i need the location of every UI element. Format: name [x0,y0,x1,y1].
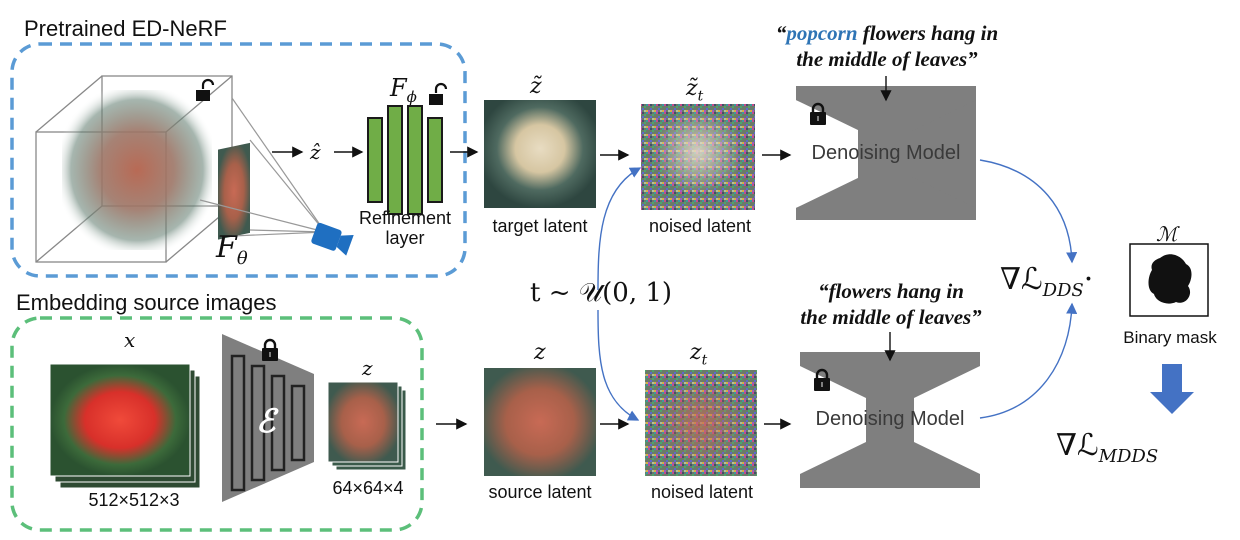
source-image-stack [49,363,201,489]
refinement-label: Refinement layer [358,208,452,248]
binary-mask-label: Binary mask [1123,328,1217,347]
denoising-model-top-label: Denoising Model [811,142,961,164]
binary-mask-shape [1148,254,1192,304]
z-source-label: z [534,340,546,365]
dds-loss-label: ∇ℒDDS· [1000,262,1094,301]
embed-section-title: Embedding source images [16,290,277,315]
latent-z-stack [327,381,407,471]
unlock-icon-refine [429,82,448,105]
camera-icon [311,222,354,256]
z-dims-label: 64×64×4 [332,478,404,498]
refinement-layer [367,105,443,215]
z-hat-label: ẑ [310,140,321,164]
f-phi-label: Fϕ [390,74,417,106]
x-dims-label: 512×512×3 [88,490,180,510]
x-label: x [124,328,136,352]
denoising-model-bottom-label: Denoising Model [815,408,965,430]
f-theta-label: Fθ [216,230,248,269]
nerf-blur-scene [62,90,212,250]
lock-icon-top [810,102,826,125]
mdds-loss-label: ∇ℒMDDS [1056,428,1159,467]
z-tilde-label: z̃ [530,74,542,99]
lock-icon-encoder [262,338,278,361]
nerf-section-title: Pretrained ED-NeRF [24,16,227,41]
timestep-distribution: t ~ 𝒰(0, 1) [530,278,673,308]
target-latent-label: target latent [492,216,588,236]
noised-latent-bottom-label: noised latent [650,482,754,502]
z-t-label: zt [690,340,708,369]
source-latent-image [484,368,596,476]
target-latent-image [484,100,596,208]
encoder-symbol: ℰ [256,402,276,440]
mask-symbol: ℳ [1156,222,1178,246]
lock-icon-bottom [814,368,830,391]
z-label: z [362,356,373,380]
z-tilde-t-label: z̃t [686,76,704,105]
encoder-inner-layers [230,354,306,492]
denoising-model-bottom [800,352,980,488]
mdds-arrow [1150,364,1194,414]
source-latent-label: source latent [488,482,592,502]
unlock-icon-nerf [196,78,215,101]
nerf-image-plane [218,142,250,240]
noised-latent-top-label: noised latent [648,216,752,236]
nerf-box [10,42,467,278]
prompt-top: “popcorn flowers hang in the middle of le… [775,21,999,71]
camera-rays [199,97,326,237]
prompt-highlight-word: popcorn [786,21,858,45]
prompt-bottom: “flowers hang in the middle of leaves” [800,279,982,329]
